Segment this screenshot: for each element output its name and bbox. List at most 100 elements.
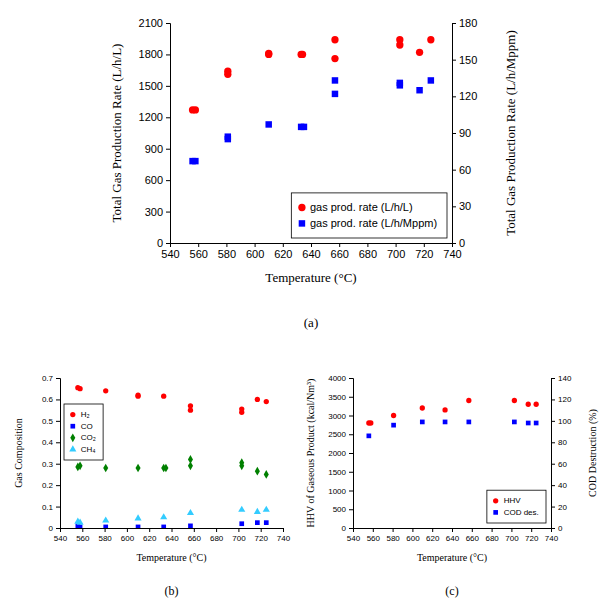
series — [74, 506, 270, 525]
tick-mark — [166, 149, 170, 150]
tick-mark — [349, 491, 353, 492]
legend-box — [64, 404, 103, 460]
tick: 680 — [485, 528, 499, 543]
tick-label: 720 — [415, 248, 433, 260]
tick-label: 2000 — [328, 449, 346, 458]
tick: 150 — [452, 54, 477, 66]
tick-label: 660 — [331, 248, 349, 260]
tick-label: 660 — [188, 534, 202, 543]
tick: 0 — [551, 524, 563, 533]
tick-mark — [149, 528, 150, 532]
tick-label: 1500 — [139, 80, 163, 92]
series — [366, 398, 539, 426]
point — [366, 434, 371, 439]
tick: 600 — [406, 528, 420, 543]
point — [192, 158, 198, 164]
tick: 0.7 — [42, 374, 60, 383]
point — [420, 420, 425, 425]
axis: 0 30 60 90 120 150 180 — [452, 17, 477, 249]
tick-label: 560 — [367, 534, 381, 543]
tick-label: 80 — [558, 438, 567, 447]
tick: 80 — [551, 438, 567, 447]
tick-mark — [349, 416, 353, 417]
tick: 540 — [54, 528, 68, 543]
tick: 580 — [98, 528, 112, 543]
tick-mark — [551, 399, 555, 400]
tick-label: 680 — [485, 534, 499, 543]
tick: 0 — [452, 237, 465, 249]
tick-label: 3500 — [328, 393, 346, 402]
tick: 2500 — [328, 430, 353, 439]
legend-marker — [70, 424, 75, 429]
tick: 100 — [551, 417, 572, 426]
tick-label: 600 — [406, 534, 420, 543]
series — [75, 385, 269, 415]
tick-label: 540 — [161, 248, 179, 260]
tick-mark — [452, 96, 456, 97]
legend-marker — [69, 445, 76, 451]
tick-label: 0.5 — [42, 417, 54, 426]
tick-label: 30 — [459, 200, 471, 212]
y2-axis-title: Total Gas Production Rate (L/h/Mppm) — [503, 30, 518, 236]
tick: 700 — [387, 243, 405, 260]
tick: 900 — [145, 143, 170, 155]
tick-label: 120 — [459, 90, 477, 102]
point — [428, 77, 434, 83]
point — [442, 407, 447, 412]
tick-label: 560 — [76, 534, 90, 543]
point — [224, 71, 231, 78]
tick: 580 — [218, 243, 236, 260]
legend-label: COD des. — [504, 508, 539, 517]
tick-label: 680 — [210, 534, 224, 543]
tick-label: 180 — [459, 17, 477, 29]
point — [332, 77, 338, 83]
tick: 660 — [188, 528, 202, 543]
tick-label: 580 — [98, 534, 112, 543]
point — [331, 36, 338, 43]
tick-mark — [551, 464, 555, 465]
tick-mark — [452, 528, 453, 532]
tick-label: 4000 — [328, 374, 346, 383]
axis-line — [171, 244, 453, 248]
tick: 560 — [190, 243, 208, 260]
y2-axis-title: COD Destruction (%) — [587, 409, 599, 497]
tick-label: 300 — [145, 206, 163, 218]
point — [187, 509, 194, 515]
plot-area — [74, 385, 270, 528]
point — [466, 420, 471, 425]
tick-mark — [56, 464, 60, 465]
tick-mark — [56, 399, 60, 400]
tick-label: 0.1 — [42, 503, 54, 512]
tick-mark — [452, 170, 456, 171]
tick: 540 — [347, 528, 361, 543]
tick-label: 700 — [387, 248, 405, 260]
tick: 1500 — [328, 468, 353, 477]
tick: 1200 — [139, 111, 170, 123]
point — [368, 420, 373, 425]
tick-label: 580 — [218, 248, 236, 260]
tick-mark — [349, 528, 353, 529]
chart: 54056058060062064066068070072074000.10.2… — [13, 374, 290, 598]
series — [75, 455, 268, 479]
tick-label: 90 — [459, 127, 471, 139]
point — [534, 402, 539, 407]
point — [264, 470, 269, 479]
tick: 60 — [452, 164, 471, 176]
tick-mark — [349, 397, 353, 398]
tick-mark — [492, 528, 493, 532]
tick-mark — [551, 442, 555, 443]
tick-mark — [452, 243, 456, 244]
tick-mark — [452, 60, 456, 61]
tick: 60 — [551, 460, 567, 469]
tick-label: 540 — [54, 534, 68, 543]
tick-label: 1200 — [139, 111, 163, 123]
tick: 500 — [333, 505, 353, 514]
tick: 300 — [145, 206, 170, 218]
tick: 1500 — [139, 80, 170, 92]
tick: 540 — [161, 243, 179, 260]
tick-label: 640 — [446, 534, 460, 543]
point — [534, 421, 539, 426]
legend-label: HHV — [504, 496, 522, 505]
tick: 720 — [255, 528, 269, 543]
point — [160, 513, 167, 519]
